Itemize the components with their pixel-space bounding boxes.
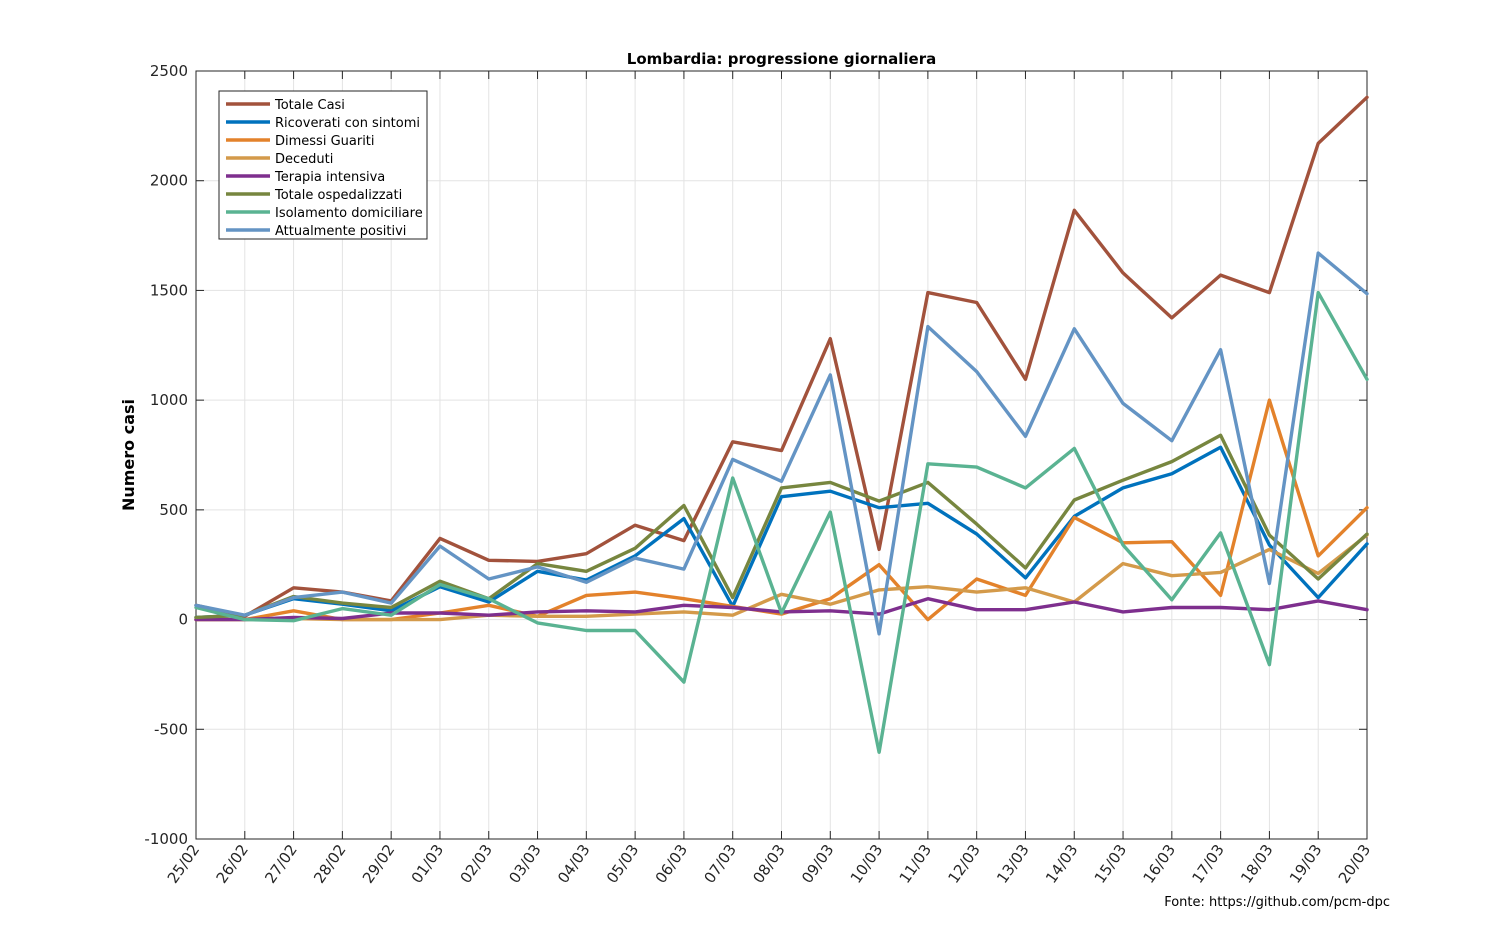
- y-tick-label: 1000: [150, 391, 188, 409]
- legend-label: Isolamento domiciliare: [275, 206, 423, 221]
- y-axis-label: Numero casi: [119, 399, 138, 511]
- series: [194, 95, 1369, 754]
- source-note: Fonte: https://github.com/pcm-dpc: [1164, 895, 1390, 910]
- y-tick-label: -500: [154, 720, 188, 738]
- y-tick-label: 1500: [150, 281, 188, 299]
- legend-label: Totale Casi: [274, 98, 345, 113]
- y-tick-label: 2500: [150, 62, 188, 80]
- chart-title: Lombardia: progressione giornaliera: [627, 50, 936, 68]
- y-axis: -1000 -500 0 500 1000 1500 2000 2500: [144, 62, 1367, 848]
- y-tick-label: 2000: [150, 172, 188, 190]
- y-tick-label: -1000: [144, 830, 188, 848]
- legend-box: [218, 90, 428, 240]
- series-line-7: [194, 290, 1369, 754]
- legend-label: Deceduti: [275, 152, 333, 167]
- series-line-8: [194, 251, 1369, 636]
- series-line-4: [194, 533, 1369, 622]
- y-tick-label: 500: [159, 501, 188, 519]
- series-line-6: [194, 433, 1369, 620]
- legend-label: Ricoverati con sintomi: [275, 116, 420, 131]
- legend-label: Totale ospedalizzati: [274, 188, 402, 203]
- legend-label: Attualmente positivi: [275, 224, 406, 239]
- legend: Totale Casi Ricoverati con sintomi Dimessi…: [218, 90, 428, 240]
- legend-label: Dimessi Guariti: [275, 134, 375, 149]
- series-line-2: [194, 445, 1369, 620]
- y-tick-label: 0: [178, 611, 188, 629]
- legend-label: Terapia intensiva: [274, 170, 385, 185]
